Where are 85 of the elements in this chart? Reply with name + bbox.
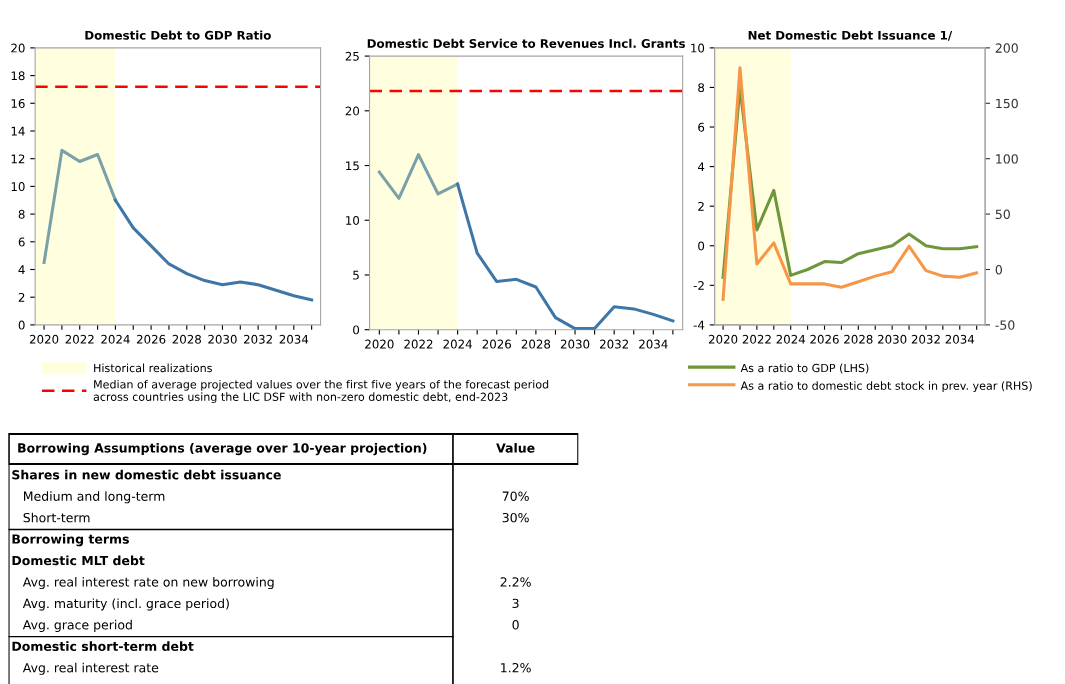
x-tick-label: 2024 [776,334,806,344]
text: 70% [502,491,529,501]
y-tick-label: -2 [693,281,704,290]
x-tick-label: 2030 [208,334,237,344]
x-tick-label: 2028 [844,334,873,344]
y2-tick-label: -50 [995,320,1015,330]
legend-label: Historical realizations [94,363,212,373]
text: 1.2% [501,662,531,673]
y2-tick-label: 100 [996,154,1018,164]
y-tick-label: 20 [11,43,25,53]
x-tick-label: 2034 [639,339,668,349]
y-tick-label: 6 [698,122,705,132]
y2-tick-label: 200 [995,43,1018,53]
y-tick-label: 8 [698,83,705,93]
y-tick-label: 4 [697,162,705,172]
line-series [113,198,314,302]
x-tick-label: 2022 [404,339,433,349]
line-series [456,182,675,330]
x-tick-label: 2024 [101,334,130,344]
x-tick-label: 2024 [443,339,472,349]
y2-tick-label: 0 [995,264,1002,275]
chart-title: Domestic Debt to GDP Ratio [85,30,271,40]
line-series [42,148,117,265]
y-tick-label: 20 [345,106,360,116]
line-series [377,153,460,200]
category-label: Borrowing terms [12,534,129,547]
legend-label: Median of average projected values over the first five years of the forecast period across countries using the LIC DSF with non-zero domestic debt, end-2023 [93,379,549,404]
y-tick-label: 12 [11,154,25,164]
y-tick-label: 6 [18,237,25,247]
y-tick-label: 14 [11,126,25,136]
chart-title: Net Domestic Debt Issuance 1/ [748,30,953,41]
text: 2.2% [500,577,531,587]
y-tick-label: -4 [693,320,705,330]
y-tick-label: 2 [698,201,704,211]
text: 30% [502,512,529,523]
text: 3 [512,598,519,609]
y-tick-label: 2 [18,292,25,302]
x-tick-label: 2030 [560,339,590,349]
x-tick-label: 2020 [708,334,738,344]
text: Value [496,443,535,453]
legend-label: As a ratio to domestic debt stock in prev. year (RHS) [740,381,1032,393]
x-tick-label: 2032 [243,334,272,344]
category-label: Avg. grace period [22,619,132,632]
category-label: Avg. real interest rate on new borrowing [22,576,274,590]
x-tick-label: 2028 [172,334,201,344]
text: 0 [512,620,519,630]
x-tick-label: 2022 [65,334,94,344]
x-tick-label: 2026 [810,334,839,344]
y-tick-label: 0 [18,320,25,330]
category-label: Domestic MLT debt [12,555,145,566]
x-tick-label: 2032 [600,339,629,349]
y2-tick-label: 150 [996,98,1018,109]
y-tick-label: 5 [353,270,359,280]
y-tick-label: 0 [698,241,705,251]
x-tick-label: 2026 [136,334,166,344]
y-tick-label: 10 [11,182,25,192]
x-tick-label: 2028 [521,339,551,349]
x-tick-label: 2030 [877,334,907,344]
x-tick-label: 2032 [911,334,940,344]
y-tick-label: 10 [691,43,705,53]
category-label: Short-term [23,512,90,523]
y-tick-label: 10 [346,215,360,225]
x-tick-label: 2020 [365,339,394,349]
y-tick-label: 8 [18,209,25,219]
y-tick-label: 0 [353,325,360,335]
y2-tick-label: 50 [995,209,1010,220]
category-label: Avg. maturity (incl. grace period) [22,598,229,611]
legend-label: As a ratio to GDP (LHS) [740,363,869,374]
category-label: Shares in new domestic debt issuance [12,469,281,480]
y-tick-label: 16 [11,99,25,108]
y-tick-label: 25 [345,51,359,61]
y-tick-label: 18 [11,71,25,81]
category-label: Medium and long-term [23,491,165,504]
category-label: Avg. real interest rate [22,662,159,675]
x-tick-label: 2026 [482,339,512,349]
text: Borrowing Assumptions (average over 10-year projection) [18,442,427,456]
y-tick-label: 15 [346,161,359,171]
x-tick-label: 2034 [945,334,975,344]
category-label: Domestic short-term debt [12,641,194,651]
chart-title: Domestic Debt Service to Revenues Incl. Grants [367,38,685,48]
line-series [721,66,979,301]
x-tick-label: 2020 [29,334,59,344]
x-tick-label: 2034 [279,334,309,344]
y-tick-label: 4 [18,265,25,274]
x-tick-label: 2022 [742,334,771,344]
